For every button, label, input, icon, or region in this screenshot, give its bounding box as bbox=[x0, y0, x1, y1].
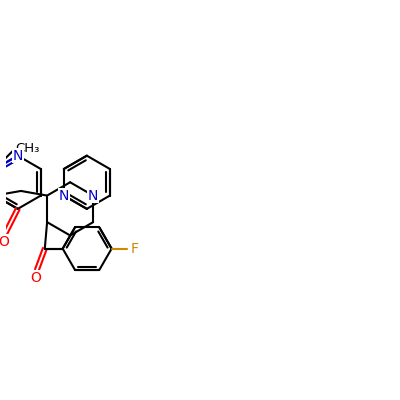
Text: N: N bbox=[88, 188, 98, 202]
Text: O: O bbox=[30, 271, 41, 285]
Text: N: N bbox=[59, 188, 69, 202]
Text: N: N bbox=[12, 149, 23, 163]
Text: CH₃: CH₃ bbox=[15, 142, 40, 155]
Text: O: O bbox=[0, 235, 10, 249]
Text: F: F bbox=[130, 242, 138, 256]
